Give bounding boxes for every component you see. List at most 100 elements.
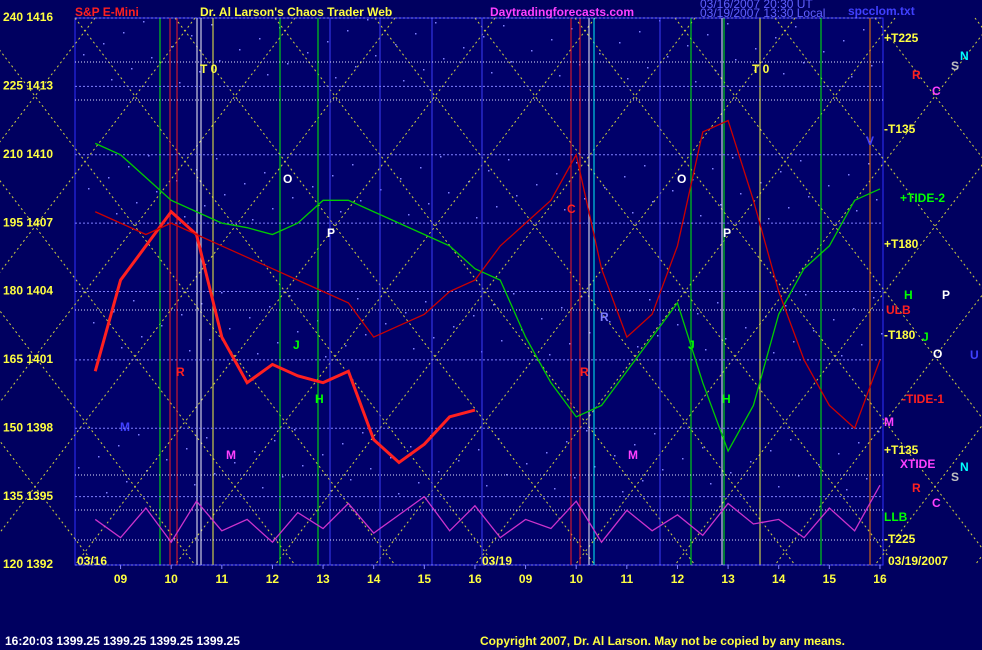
star	[131, 68, 133, 70]
star	[274, 440, 276, 442]
star	[513, 293, 515, 295]
file-name: spcclom.txt	[848, 4, 915, 18]
star	[863, 29, 865, 31]
star	[488, 170, 490, 172]
star	[375, 55, 377, 57]
annotation: N	[960, 460, 969, 474]
star	[654, 433, 656, 435]
star	[858, 442, 860, 444]
annotation: J	[293, 338, 300, 352]
star	[340, 211, 342, 213]
star	[594, 466, 596, 468]
x-tick-label: 13	[316, 572, 330, 586]
star	[93, 322, 95, 324]
star	[126, 481, 128, 483]
star	[201, 303, 203, 305]
annotation: U	[970, 348, 979, 362]
star	[644, 165, 646, 167]
star	[473, 315, 475, 317]
star	[740, 193, 742, 195]
y-tick-label: 195 1407	[3, 215, 53, 229]
star	[254, 451, 256, 453]
star	[423, 69, 425, 71]
star	[878, 431, 880, 433]
star	[727, 23, 729, 25]
star	[569, 343, 571, 345]
star	[352, 164, 354, 166]
star	[622, 491, 624, 493]
star	[803, 62, 805, 64]
star	[551, 39, 553, 41]
star	[818, 464, 820, 466]
star	[453, 326, 455, 328]
y-tick-label: 120 1392	[3, 557, 53, 571]
star	[604, 187, 606, 189]
star	[491, 72, 493, 74]
annotation: N	[960, 49, 969, 63]
annotation: H	[315, 392, 324, 406]
star	[705, 349, 707, 351]
y-tick-label: 165 1401	[3, 352, 53, 366]
star	[576, 162, 578, 164]
annotation: +T135	[884, 443, 919, 457]
date-label: 03/19/2007	[888, 554, 948, 568]
star	[672, 190, 674, 192]
star	[735, 59, 737, 61]
star	[234, 462, 236, 464]
star	[581, 296, 583, 298]
star	[798, 475, 800, 477]
star	[443, 58, 445, 60]
star	[775, 37, 777, 39]
x-tick-label: 10	[165, 572, 179, 586]
star	[380, 189, 382, 191]
star	[229, 328, 231, 330]
star	[574, 477, 576, 479]
star	[780, 171, 782, 173]
annotation: +T180	[884, 237, 919, 251]
star	[345, 345, 347, 347]
star	[503, 25, 505, 27]
y-tick-label: 225 1413	[3, 79, 53, 93]
star	[627, 78, 629, 80]
star	[133, 300, 135, 302]
star	[171, 46, 173, 48]
x-tick-label: 12	[266, 572, 280, 586]
star	[808, 196, 810, 198]
star	[652, 201, 654, 203]
date-label: 03/19	[482, 554, 512, 568]
star	[828, 185, 830, 187]
star	[823, 51, 825, 53]
star	[206, 437, 208, 439]
star	[760, 182, 762, 184]
annotation: M	[226, 448, 236, 462]
star	[415, 33, 417, 35]
star	[181, 314, 183, 316]
star	[166, 459, 168, 461]
site: Daytradingforecasts.com	[490, 5, 634, 19]
annotation: O	[283, 172, 292, 186]
annotation: T 0	[752, 62, 770, 76]
star	[327, 41, 329, 43]
y-tick-label: 135 1395	[3, 489, 53, 503]
star	[264, 172, 266, 174]
star	[773, 352, 775, 354]
star	[667, 56, 669, 58]
x-tick-label: 11	[620, 572, 633, 586]
star	[214, 473, 216, 475]
star	[161, 325, 163, 327]
x-tick-label: 13	[721, 572, 735, 586]
annotation: S	[951, 470, 959, 484]
star	[848, 174, 850, 176]
y-tick-label: 150 1398	[3, 420, 53, 434]
annotation: -T135	[884, 122, 916, 136]
star	[838, 453, 840, 455]
annotation: P	[723, 226, 731, 240]
star	[785, 305, 787, 307]
y-tick-label: 240 1416	[3, 10, 53, 24]
star	[536, 184, 538, 186]
star	[634, 444, 636, 446]
star	[211, 24, 213, 26]
star	[833, 319, 835, 321]
annotation: V	[866, 134, 874, 148]
